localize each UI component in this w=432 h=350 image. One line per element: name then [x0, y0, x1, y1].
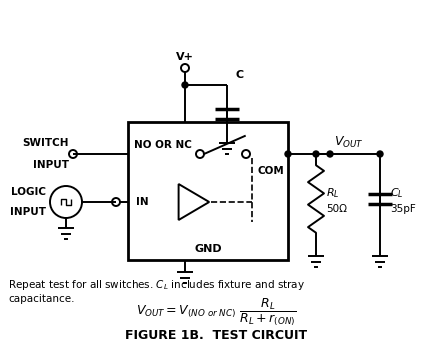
Text: $V_{OUT}$: $V_{OUT}$: [334, 135, 364, 150]
Text: $C_L$: $C_L$: [390, 186, 403, 200]
Text: 50Ω: 50Ω: [326, 204, 347, 214]
Bar: [128, 122, 288, 260]
Text: $V_{OUT} = V_{(NO\ or\ NC)}\ \dfrac{R_L}{R_L + r_{(ON)}}$: $V_{OUT} = V_{(NO\ or\ NC)}\ \dfrac{R_L}…: [136, 296, 296, 328]
Text: V+: V+: [176, 52, 194, 62]
Text: IN: IN: [136, 197, 149, 207]
Text: GND: GND: [194, 244, 222, 254]
Text: Repeat test for all switches. $C_L$ includes fixture and stray: Repeat test for all switches. $C_L$ incl…: [8, 278, 305, 292]
Text: SWITCH: SWITCH: [22, 138, 69, 148]
Text: LOGIC: LOGIC: [11, 187, 46, 197]
Circle shape: [285, 151, 291, 157]
Circle shape: [327, 151, 333, 157]
Text: 35pF: 35pF: [390, 204, 416, 214]
Circle shape: [182, 82, 188, 88]
Text: NO OR NC: NO OR NC: [134, 140, 192, 150]
Circle shape: [377, 151, 383, 157]
Text: $R_L$: $R_L$: [326, 186, 340, 200]
Text: capacitance.: capacitance.: [8, 294, 74, 304]
Text: FIGURE 1B.  TEST CIRCUIT: FIGURE 1B. TEST CIRCUIT: [125, 329, 307, 342]
Text: C: C: [235, 70, 243, 80]
Circle shape: [313, 151, 319, 157]
Text: COM: COM: [257, 166, 284, 176]
Text: INPUT: INPUT: [33, 160, 69, 170]
Text: INPUT: INPUT: [10, 207, 46, 217]
